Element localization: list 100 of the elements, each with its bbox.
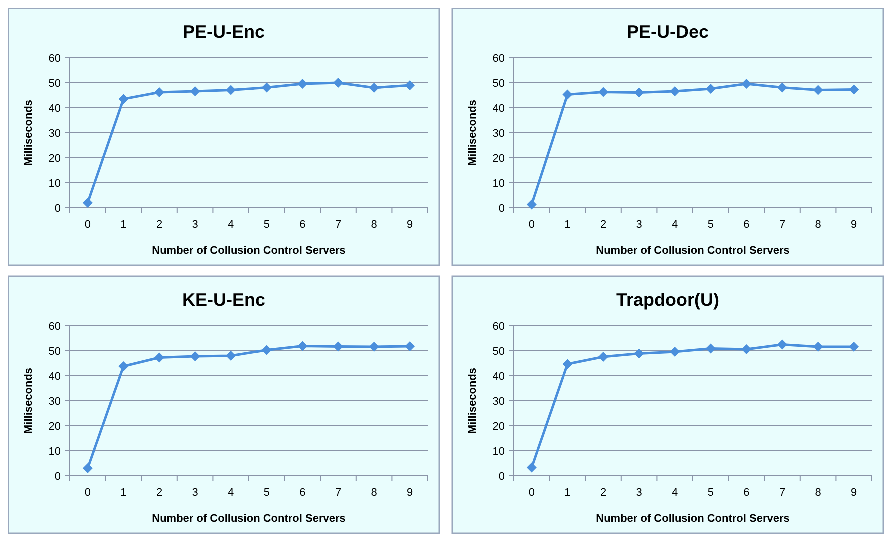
y-tick-label: 40	[492, 370, 505, 383]
point	[154, 352, 164, 363]
x-tick-label: 1	[564, 219, 571, 231]
point	[598, 87, 608, 98]
point	[562, 359, 573, 370]
y-tick-label: 50	[492, 346, 505, 358]
y-tick-label: 60	[48, 52, 61, 65]
point	[226, 351, 236, 361]
point	[778, 340, 788, 350]
point	[562, 90, 573, 100]
y-axis-title: Milliseconds	[467, 100, 479, 166]
x-tick-label: 0	[528, 487, 535, 499]
x-tick-label: 8	[815, 219, 822, 231]
y-tick-label: 10	[48, 178, 61, 190]
y-tick-label: 50	[492, 78, 505, 90]
chart-title: PE-U-Dec	[626, 22, 710, 42]
chart-title: Trapdoor(U)	[616, 290, 720, 310]
point	[706, 84, 716, 94]
y-tick-label: 50	[48, 346, 61, 358]
point	[742, 79, 752, 89]
y-tick-label: 30	[48, 396, 61, 408]
x-tick-label: 8	[815, 487, 822, 499]
y-tick-label: 0	[498, 202, 505, 215]
x-tick-label: 7	[779, 487, 786, 499]
x-tick-label: 9	[851, 219, 858, 231]
x-tick-label: 4	[228, 219, 234, 231]
point	[849, 84, 860, 95]
point	[82, 198, 93, 208]
y-tick-label: 60	[48, 320, 61, 333]
x-axis-title: Number of Collusion Control Servers	[596, 245, 790, 257]
point	[813, 342, 824, 352]
x-tick-label: 6	[300, 219, 306, 231]
point	[778, 82, 788, 93]
y-tick-label: 60	[492, 320, 505, 333]
y-axis-title: Milliseconds	[23, 100, 35, 166]
x-tick-label: 9	[851, 487, 858, 499]
point	[334, 342, 344, 352]
x-tick-label: 3	[192, 487, 198, 499]
y-tick-label: 40	[492, 102, 505, 115]
point	[369, 83, 380, 93]
x-tick-label: 7	[335, 487, 342, 499]
x-tick-label: 2	[156, 219, 163, 231]
point	[670, 86, 680, 96]
y-tick-label: 0	[54, 470, 61, 483]
y-tick-label: 10	[492, 446, 505, 458]
y-tick-label: 40	[48, 102, 61, 115]
point	[706, 344, 716, 354]
x-tick-label: 1	[120, 487, 127, 499]
point	[742, 344, 752, 354]
x-tick-label: 9	[407, 219, 414, 231]
y-tick-label: 30	[492, 128, 505, 140]
point	[634, 88, 644, 98]
point	[262, 82, 272, 93]
chart-title: KE-U-Enc	[182, 290, 266, 310]
point	[526, 462, 537, 473]
x-tick-label: 3	[636, 219, 642, 231]
point	[190, 352, 200, 362]
point	[298, 79, 308, 89]
y-tick-label: 30	[492, 396, 505, 408]
point	[405, 80, 416, 90]
y-tick-label: 40	[48, 370, 61, 383]
point	[813, 85, 824, 96]
y-tick-label: 60	[492, 52, 505, 65]
x-tick-label: 0	[84, 219, 91, 231]
point	[334, 78, 344, 88]
x-tick-label: 0	[528, 219, 535, 231]
point	[262, 345, 272, 356]
point	[849, 342, 860, 352]
x-tick-label: 4	[228, 487, 234, 499]
y-tick-label: 10	[492, 178, 505, 190]
point	[118, 362, 129, 372]
y-tick-label: 20	[492, 152, 505, 165]
y-tick-label: 20	[48, 152, 61, 165]
x-tick-label: 8	[371, 487, 378, 499]
x-tick-label: 2	[600, 487, 607, 499]
x-tick-label: 7	[335, 219, 342, 231]
x-tick-label: 6	[300, 487, 306, 499]
point	[526, 200, 537, 210]
x-tick-label: 4	[672, 219, 678, 231]
x-tick-label: 5	[708, 219, 714, 231]
x-tick-label: 6	[744, 219, 750, 231]
point	[190, 86, 200, 96]
point	[82, 464, 93, 474]
point	[118, 94, 129, 104]
x-tick-label: 5	[708, 487, 714, 499]
y-tick-label: 30	[48, 128, 61, 140]
y-tick-label: 20	[48, 420, 61, 433]
point	[598, 352, 608, 362]
y-axis-title: Milliseconds	[467, 368, 479, 434]
point	[670, 347, 680, 357]
x-axis-title: Number of Collusion Control Servers	[152, 245, 346, 257]
x-tick-label: 9	[407, 487, 414, 499]
chart-title: PE-U-Enc	[182, 22, 266, 42]
x-tick-label: 8	[371, 219, 378, 231]
x-tick-label: 0	[84, 487, 91, 499]
x-tick-label: 2	[600, 219, 607, 231]
x-tick-label: 7	[779, 219, 786, 231]
x-tick-label: 2	[156, 487, 163, 499]
y-tick-label: 0	[54, 202, 61, 215]
x-tick-label: 1	[120, 219, 127, 231]
